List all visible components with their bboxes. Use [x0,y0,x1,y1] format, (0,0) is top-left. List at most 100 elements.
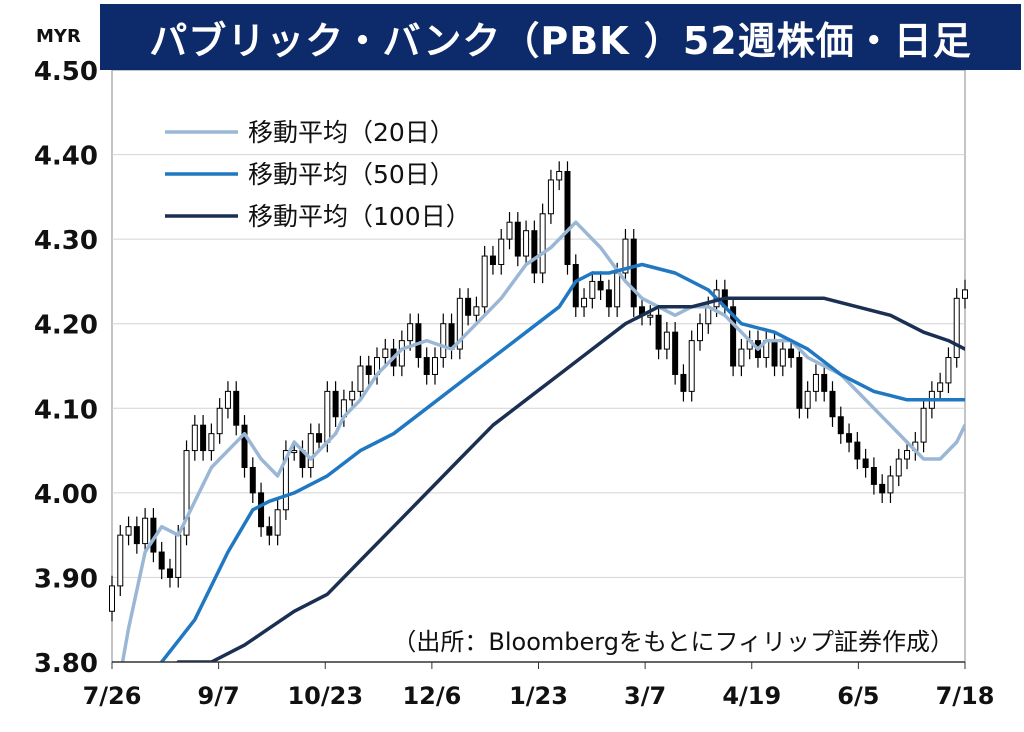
candle-body [870,466,877,485]
candle-body [887,475,894,494]
candle-body [788,348,795,359]
candle-body [962,289,968,299]
candle-body [829,390,836,418]
candle-body [357,365,364,392]
unit-label: MYR [36,26,81,47]
candle-body [647,314,654,318]
candle-body [241,424,248,468]
candle-body [465,297,472,316]
x-tick-label: 7/18 [936,682,995,710]
x-tick-label: 3/7 [624,682,666,710]
candle-body [216,407,223,435]
candle-body [316,433,323,443]
candle-body [804,390,811,409]
x-tick-label: 12/6 [402,682,461,710]
chart-title: パブリック・バンク（PBK ）52週株価・日足 [100,4,1021,70]
candle-body [895,458,902,477]
candle-body [133,526,140,545]
y-tick-label: 3.90 [34,564,98,594]
candle-body [862,458,869,468]
candle-body [854,441,861,460]
candle-body [622,238,629,274]
candle-body [208,433,215,452]
candle-body [837,416,844,435]
y-tick-label: 4.50 [34,57,98,87]
candle-body [274,509,281,536]
candle-body [423,357,430,375]
candle-body [547,179,554,215]
candle-body [332,390,339,418]
candle-body [291,450,298,454]
candle-body [821,373,828,392]
candle-body [581,297,588,308]
legend-label-ma100: 移動平均（100日） [248,202,471,231]
candle-body [779,348,786,367]
x-tick-label: 4/19 [722,682,781,710]
candle-body [506,221,513,240]
candle-body [688,340,695,392]
candle-body [945,357,952,384]
candle-body [589,280,596,299]
candle-body [415,323,422,359]
candle-body [233,390,240,426]
candle-body [191,424,198,452]
candle-body [663,331,670,350]
candle-body [109,585,115,612]
candle-body [672,331,679,375]
y-tick-label: 4.20 [34,311,98,341]
candle-body [349,390,356,401]
candle-body [282,450,289,511]
candle-body [431,357,438,375]
candle-body [440,323,447,359]
candle-body [175,534,182,578]
x-tick-label: 7/26 [83,682,142,710]
candle-body [407,323,414,342]
plot-area [111,69,966,663]
candle-body [514,221,521,257]
candle-body [481,255,488,308]
ma-line-ma50 [159,262,965,662]
candle-body [307,433,314,468]
candle-body [771,340,778,367]
candle-body [796,357,803,409]
candle-body [597,280,604,291]
candle-body [473,306,480,316]
candle-body [142,517,149,545]
candle-body [953,297,960,359]
candle-body [200,424,207,452]
candle-body [655,314,662,350]
source-note: （出所：Bloombergをもとにフィリップ証券作成） [392,622,954,657]
candle-body [614,272,621,308]
candle-body [224,390,231,409]
candle-body [365,365,372,375]
candle-body [696,323,703,342]
candle-body [456,297,463,350]
candle-body [183,450,190,536]
y-tick-label: 4.30 [34,226,98,256]
x-tick-label: 6/5 [837,682,879,710]
y-tick-label: 4.00 [34,480,98,510]
candle-body [564,170,571,266]
candle-body [605,289,612,308]
candle-body [846,433,853,443]
legend-label-ma50: 移動平均（50日） [248,160,455,189]
candle-body [531,230,538,274]
x-tick-label: 9/7 [198,682,240,710]
candle-body [680,373,687,392]
candle-body [249,466,256,494]
candle-body [324,390,331,443]
x-tick-label: 1/23 [509,682,568,710]
candle-body [258,492,265,528]
candle-body [556,170,563,181]
candle-body [117,534,124,587]
y-tick-label: 4.40 [34,142,98,172]
candle-body [539,213,546,274]
ma-line-ma100 [176,296,965,662]
legend-label-ma20: 移動平均（20日） [248,118,455,147]
candle-body [382,348,389,359]
candle-body [812,373,819,392]
candle-body [498,238,505,266]
candle-body [879,483,886,494]
candle-body [937,382,944,392]
